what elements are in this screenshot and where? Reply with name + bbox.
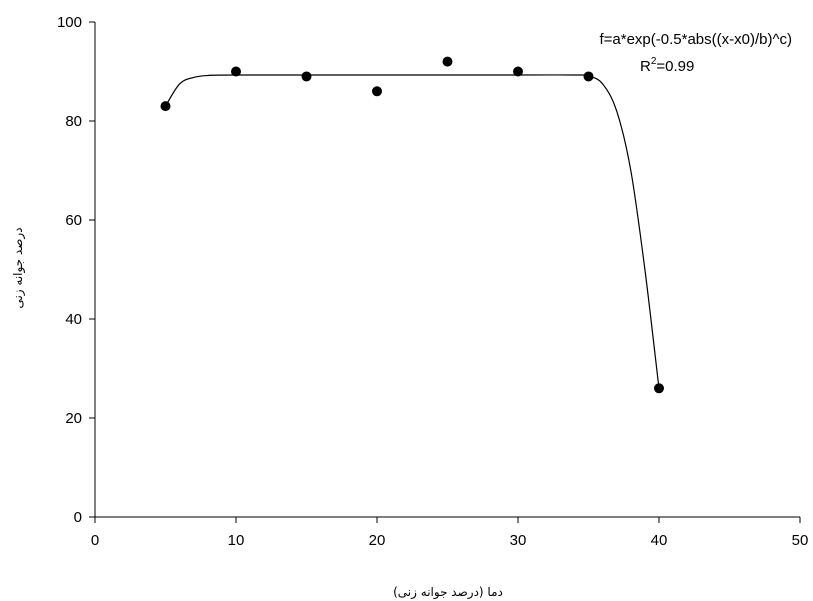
y-tick-label: 80 — [65, 113, 82, 130]
fit-curve-layer — [164, 74, 660, 389]
data-point — [513, 66, 523, 77]
y-tick-label: 60 — [65, 212, 82, 229]
y-tick-label: 0 — [74, 509, 82, 526]
x-tick-label: 20 — [369, 532, 386, 549]
fit-curve — [164, 74, 660, 389]
data-point — [301, 71, 312, 82]
x-tick-label: 10 — [228, 532, 245, 549]
data-point — [442, 56, 453, 67]
axes: 0 10 20 30 40 50 0 20 40 60 80 100 — [57, 14, 808, 549]
x-tick-label: 30 — [510, 532, 527, 549]
data-point — [160, 101, 171, 112]
x-tick-label: 50 — [792, 532, 809, 549]
x-tick-label: 40 — [651, 532, 668, 549]
data-point — [583, 71, 594, 82]
x-axis-label: دما (درصد جوانه زنی) — [393, 585, 503, 600]
y-tick-label: 40 — [65, 311, 82, 328]
y-tick-label: 20 — [65, 410, 82, 427]
r-squared-superscript: 2 — [651, 56, 657, 67]
r-squared-label: R2=0.99 — [640, 56, 694, 75]
r-squared-symbol: R — [640, 58, 651, 75]
data-point — [372, 86, 382, 97]
data-points — [160, 56, 664, 394]
data-point — [654, 383, 664, 394]
r-squared-value: =0.99 — [656, 58, 694, 75]
y-axis-label: درصد جوانه زنی — [11, 227, 26, 308]
fit-equation: f=a*exp(-0.5*abs((x-x0)/b)^c) — [599, 31, 792, 48]
x-tick-label: 0 — [91, 532, 99, 549]
data-point — [231, 66, 241, 77]
y-tick-label: 100 — [57, 14, 82, 31]
